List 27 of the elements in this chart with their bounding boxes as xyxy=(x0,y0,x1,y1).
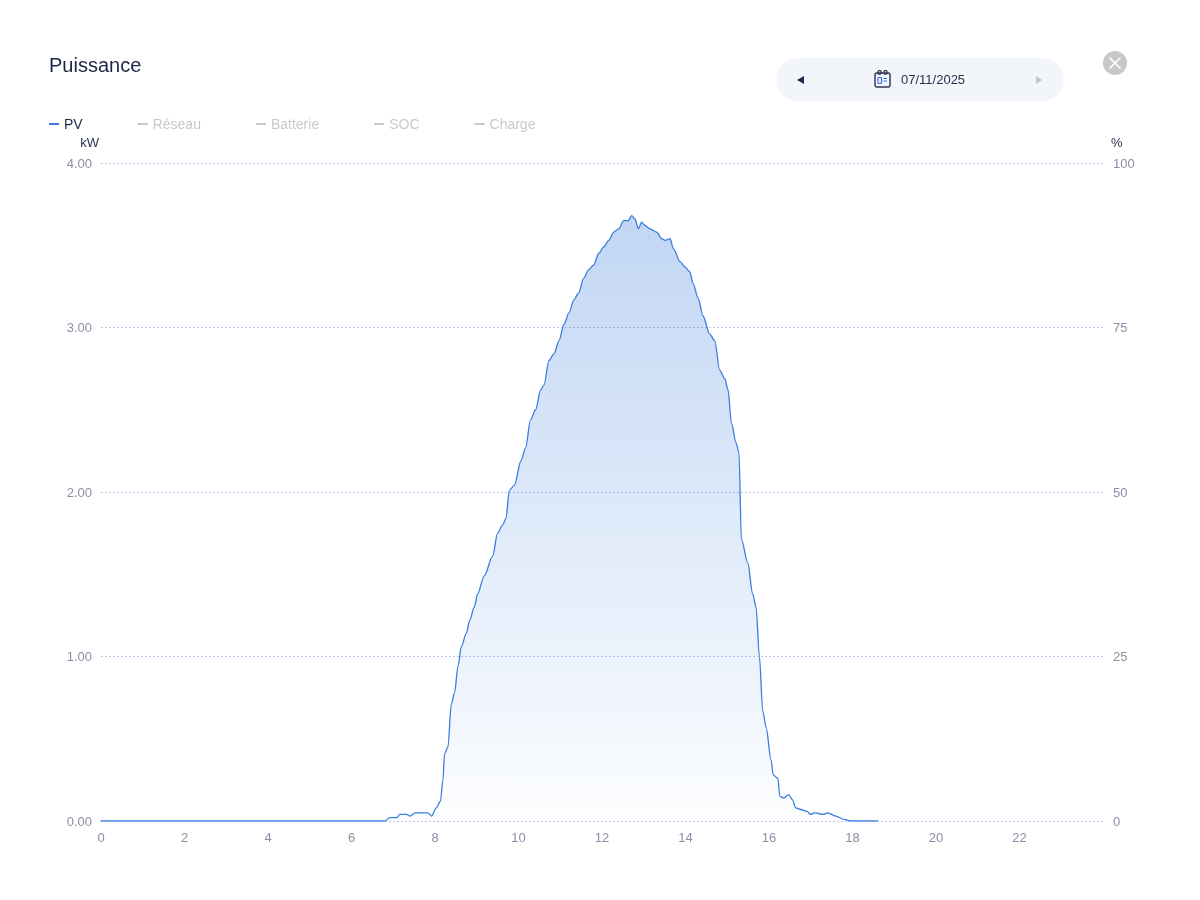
x-tick-label: 20 xyxy=(928,830,944,845)
x-tick-label: 0 xyxy=(97,830,105,845)
y-tick-label: 3.00 xyxy=(66,320,92,335)
x-tick-label: 10 xyxy=(511,830,526,845)
chart-title: Puissance xyxy=(49,54,142,76)
x-tick-label: 12 xyxy=(594,830,610,845)
date-field: 07/11/2025 xyxy=(776,58,1064,101)
x-tick-label: 2 xyxy=(180,830,189,845)
y-tick-label: 1.00 xyxy=(66,649,92,664)
x-tick-label: 4 xyxy=(264,830,272,845)
x-tick-label: 16 xyxy=(761,830,777,845)
x-tick-label: 14 xyxy=(678,830,693,845)
y2-tick-label: 25 xyxy=(1113,649,1128,664)
y2-axis-title: % xyxy=(1111,135,1123,150)
x-tick-label: 6 xyxy=(347,830,356,845)
y-tick-label: 2.00 xyxy=(66,484,92,500)
y2-tick-label: 0 xyxy=(1113,813,1121,829)
legend-label: PV xyxy=(64,116,84,132)
y2-tick-label: 50 xyxy=(1113,484,1128,500)
y2-tick-label: 75 xyxy=(1113,320,1128,335)
y-tick-label: 4.00 xyxy=(66,155,92,171)
x-tick-label: 22 xyxy=(1012,830,1027,845)
x-tick-label: 18 xyxy=(845,830,860,845)
y-tick-label: 0.00 xyxy=(66,813,92,829)
x-tick-label: 8 xyxy=(431,830,439,845)
y2-tick-label: 100 xyxy=(1113,155,1135,171)
y-axis-title: kW xyxy=(80,135,100,150)
